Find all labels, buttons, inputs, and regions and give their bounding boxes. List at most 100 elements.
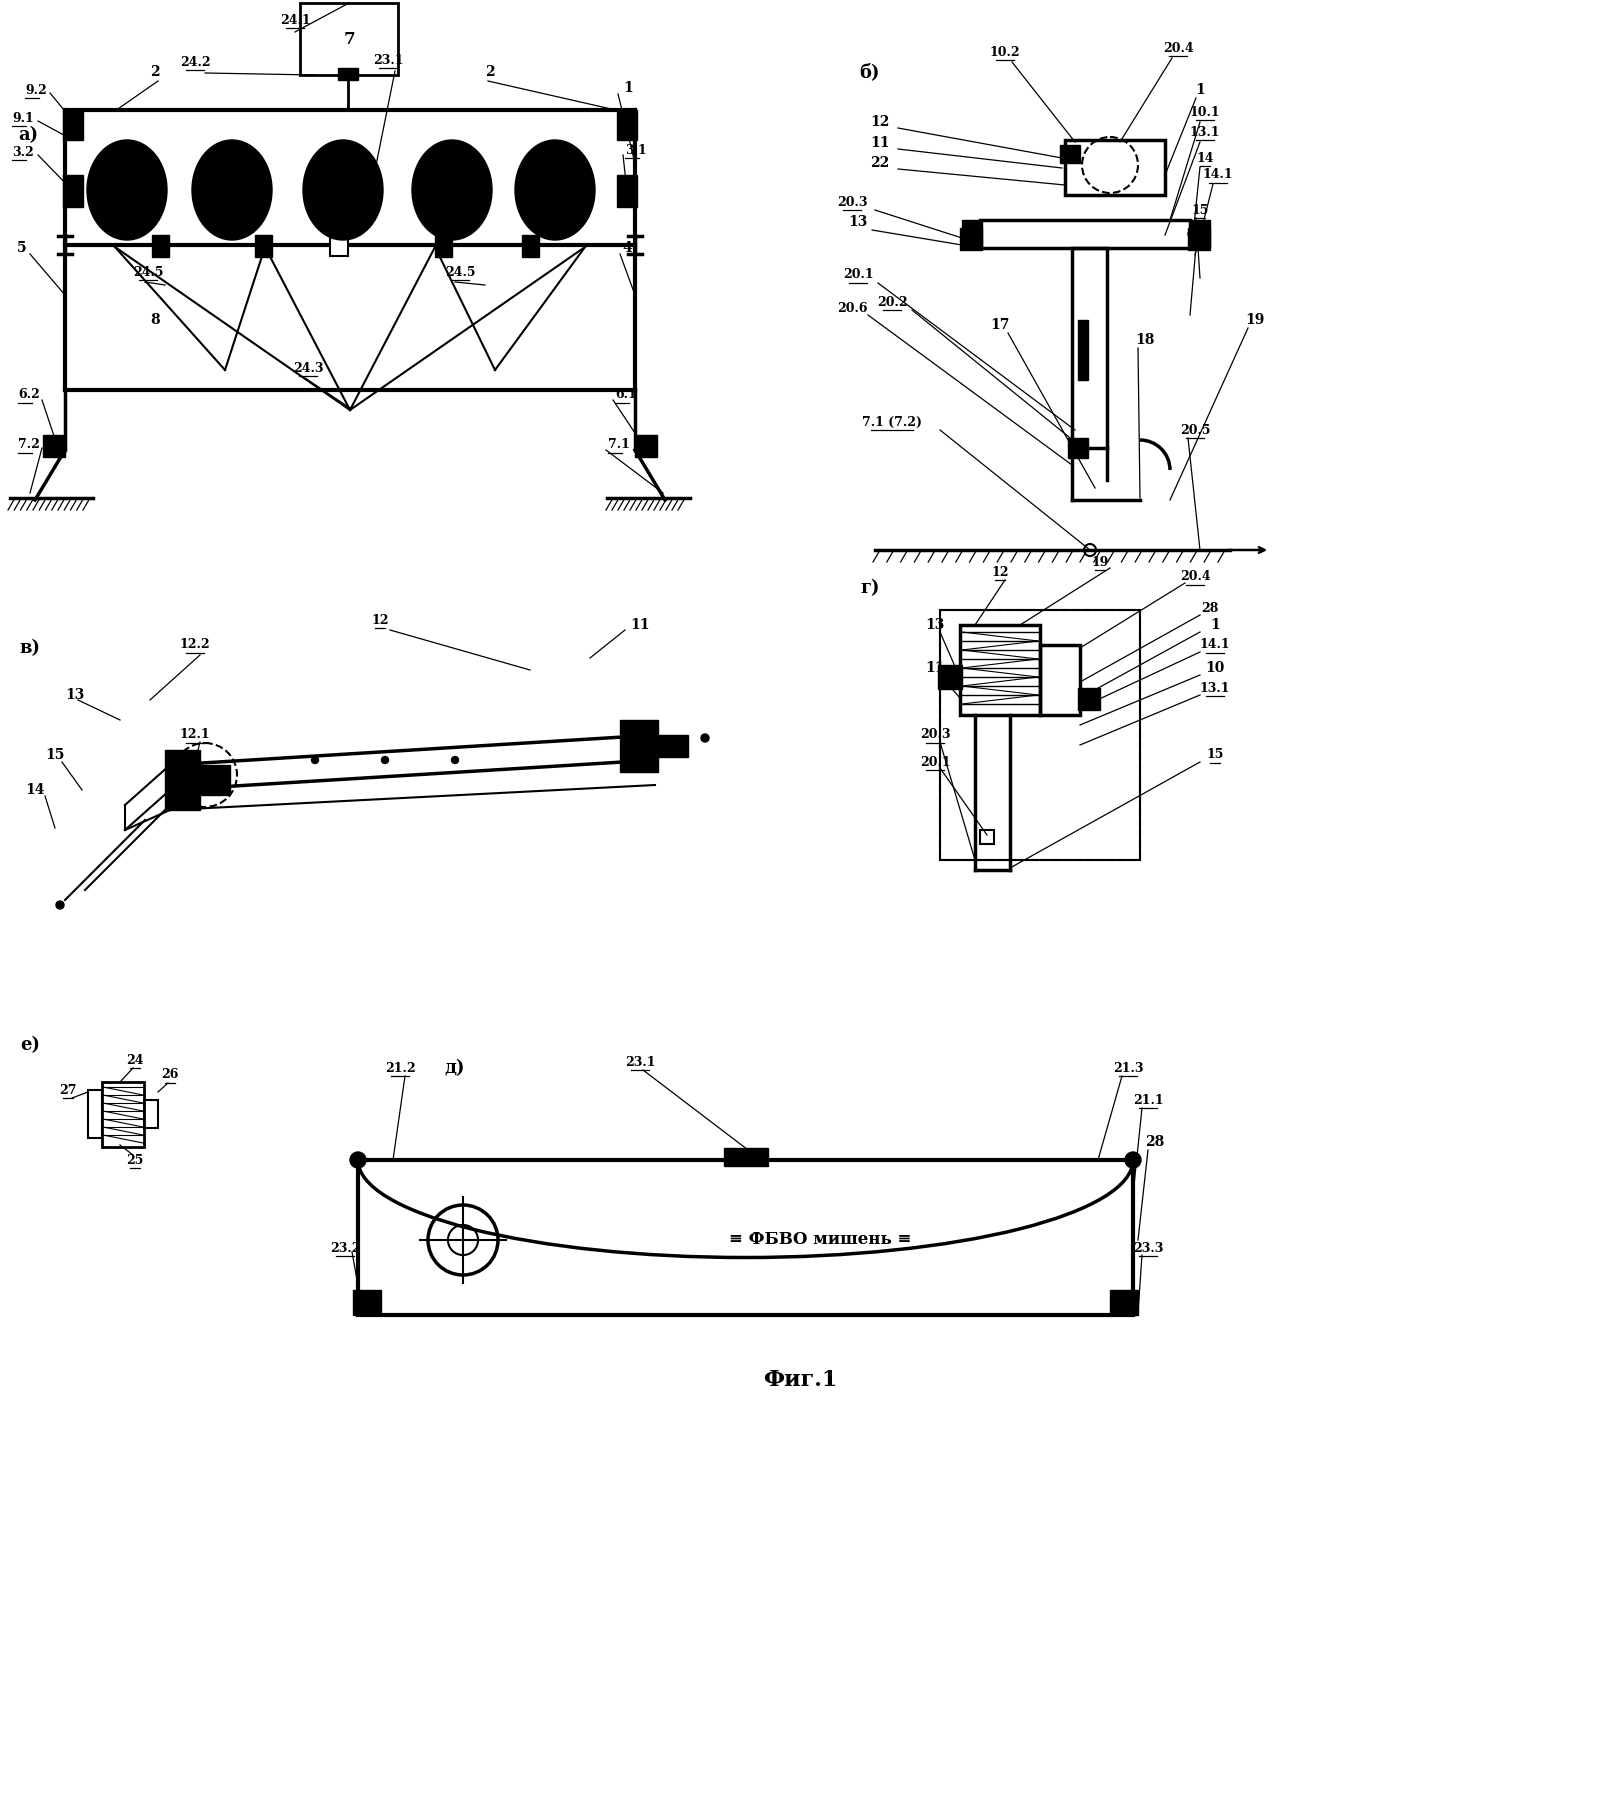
Bar	[1072, 247, 1107, 447]
Bar	[62, 175, 83, 207]
Bar	[1069, 438, 1088, 458]
Text: ≡ ФБВО мишень ≡: ≡ ФБВО мишень ≡	[730, 1231, 912, 1249]
Text: 12.2: 12.2	[179, 638, 210, 651]
Text: 1: 1	[1195, 84, 1205, 96]
Text: 10: 10	[1205, 662, 1224, 674]
Ellipse shape	[413, 140, 493, 240]
Text: 13.1: 13.1	[1200, 682, 1230, 694]
Text: г): г)	[861, 578, 880, 596]
Text: 20.4: 20.4	[1163, 42, 1194, 55]
Text: 21.1: 21.1	[1133, 1093, 1163, 1107]
Text: 20.3: 20.3	[837, 196, 867, 209]
Bar	[358, 1160, 1133, 1314]
Text: Фиг.1: Фиг.1	[763, 1369, 837, 1391]
Bar	[1187, 227, 1210, 251]
Text: 15: 15	[1192, 204, 1208, 216]
Text: 18: 18	[1136, 333, 1155, 347]
Text: 12: 12	[371, 613, 389, 627]
Text: 23.3: 23.3	[1133, 1242, 1163, 1254]
Bar	[200, 765, 230, 794]
Bar	[938, 665, 962, 689]
Bar	[658, 734, 688, 756]
Ellipse shape	[312, 756, 318, 764]
Ellipse shape	[381, 756, 389, 764]
Ellipse shape	[1187, 231, 1197, 238]
Text: 11: 11	[870, 136, 890, 151]
Text: 13: 13	[848, 215, 867, 229]
Text: 3.1: 3.1	[626, 144, 646, 156]
Text: 23.1: 23.1	[624, 1056, 656, 1069]
Text: 6.2: 6.2	[18, 389, 40, 402]
Text: 16: 16	[1192, 231, 1208, 244]
Text: 23.1: 23.1	[373, 53, 403, 67]
Text: 26: 26	[162, 1069, 179, 1082]
Text: 21.3: 21.3	[1112, 1062, 1144, 1074]
Text: 4: 4	[622, 242, 632, 255]
Text: 7.1 (7.2): 7.1 (7.2)	[862, 416, 922, 429]
Bar	[102, 1082, 144, 1147]
Text: 11: 11	[630, 618, 650, 633]
Text: 14.1: 14.1	[1203, 169, 1234, 182]
Text: 24.3: 24.3	[293, 362, 323, 375]
Text: 11: 11	[925, 662, 944, 674]
Ellipse shape	[192, 140, 272, 240]
Bar	[1190, 220, 1210, 247]
Bar	[338, 67, 358, 80]
Text: 27: 27	[59, 1084, 77, 1096]
Ellipse shape	[515, 140, 595, 240]
Ellipse shape	[451, 756, 459, 764]
Text: 7.2: 7.2	[18, 438, 40, 451]
Bar	[621, 720, 658, 773]
Text: б): б)	[859, 64, 880, 82]
Text: 5: 5	[18, 242, 27, 255]
Text: 24.1: 24.1	[280, 13, 310, 27]
Bar	[144, 1100, 158, 1127]
Text: 24.5: 24.5	[445, 265, 475, 278]
Text: 2: 2	[150, 65, 160, 78]
Ellipse shape	[86, 140, 166, 240]
Bar	[1110, 1291, 1138, 1314]
Text: 28: 28	[1146, 1134, 1165, 1149]
Bar	[962, 220, 982, 247]
Text: 14: 14	[1197, 151, 1214, 164]
Ellipse shape	[1125, 1153, 1141, 1167]
Bar	[960, 625, 1040, 714]
Text: 12: 12	[992, 565, 1008, 578]
Bar	[960, 227, 982, 251]
Bar	[979, 220, 1190, 247]
Bar	[941, 611, 1139, 860]
Bar	[1066, 140, 1165, 195]
Text: 12.1: 12.1	[179, 729, 210, 742]
Bar	[979, 831, 994, 844]
Text: 20.6: 20.6	[837, 302, 867, 315]
Text: 25: 25	[126, 1153, 144, 1167]
Text: 8: 8	[150, 313, 160, 327]
Text: 20.3: 20.3	[920, 729, 950, 742]
Text: 12: 12	[870, 115, 890, 129]
Text: 3.2: 3.2	[13, 145, 34, 158]
Text: 20.5: 20.5	[1179, 424, 1210, 436]
Text: 13: 13	[66, 687, 85, 702]
Text: 1: 1	[1210, 618, 1219, 633]
Bar	[62, 111, 83, 140]
Text: 10.1: 10.1	[1190, 105, 1221, 118]
Bar	[43, 435, 66, 456]
Bar	[301, 4, 398, 75]
Text: 6.1: 6.1	[614, 389, 637, 402]
Text: 20.2: 20.2	[877, 296, 907, 309]
Text: 1: 1	[622, 82, 634, 95]
Text: в): в)	[19, 638, 40, 656]
Text: 23.2: 23.2	[330, 1242, 360, 1254]
Text: 19: 19	[1091, 556, 1109, 569]
Text: 24: 24	[126, 1053, 144, 1067]
Text: 20.4: 20.4	[1179, 571, 1210, 584]
Text: 20.1: 20.1	[843, 269, 874, 282]
Text: 10.2: 10.2	[990, 45, 1021, 58]
Text: 9.1: 9.1	[13, 111, 34, 124]
Bar	[1078, 687, 1101, 711]
Text: 9.2: 9.2	[26, 84, 46, 96]
Text: д): д)	[445, 1060, 466, 1076]
Bar	[354, 1291, 381, 1314]
Text: е): е)	[19, 1036, 40, 1054]
Bar	[723, 1147, 768, 1165]
